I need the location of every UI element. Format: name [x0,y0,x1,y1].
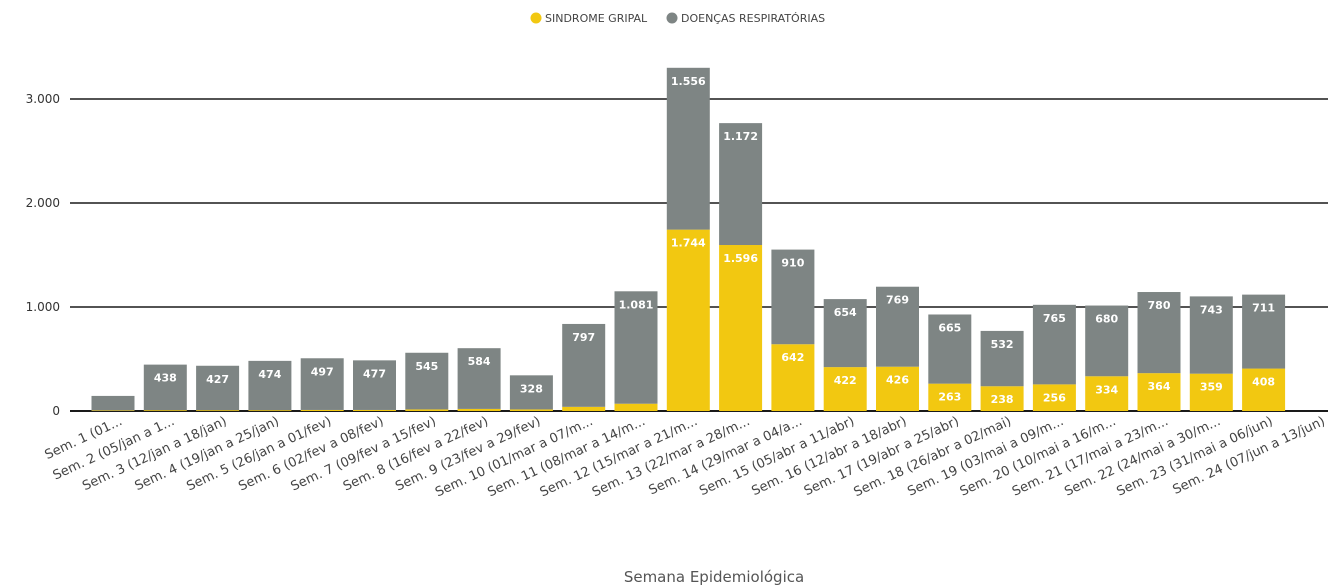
data-label-doencas-respiratorias: 532 [991,338,1014,351]
legend-label-doencas-respiratorias[interactable]: DOENÇAS RESPIRATÓRIAS [681,12,825,25]
bar-segment-sindrome-gripal[interactable] [614,403,658,411]
bar-segment-doencas-respiratorias[interactable] [509,375,553,410]
data-label-doencas-respiratorias: 797 [572,331,595,344]
bar-segment-sindrome-gripal[interactable] [876,366,919,411]
bar-segment-doencas-respiratorias[interactable] [719,123,763,246]
data-label-doencas-respiratorias: 328 [520,382,543,395]
bar-segment-sindrome-gripal[interactable] [823,367,867,411]
data-label-sindrome-gripal: 422 [834,374,857,387]
bar-segment-doencas-respiratorias[interactable] [353,360,396,410]
bar-segment-doencas-respiratorias[interactable] [1085,305,1129,377]
bar-segment-doencas-respiratorias[interactable] [196,365,240,411]
bar-segment-sindrome-gripal[interactable] [248,410,292,411]
data-label-doencas-respiratorias: 780 [1148,299,1171,312]
y-tick-label: 0 [52,404,60,418]
legend-marker-sindrome-gripal [530,12,542,24]
data-label-doencas-respiratorias: 654 [834,306,857,319]
data-label-doencas-respiratorias: 680 [1095,313,1118,326]
bar-segment-sindrome-gripal[interactable] [143,410,187,411]
bar-segment-sindrome-gripal[interactable] [405,409,449,411]
data-label-doencas-respiratorias: 545 [415,360,438,373]
y-tick-label: 2.000 [26,196,60,210]
data-label-sindrome-gripal: 408 [1252,376,1275,389]
bar-segment-sindrome-gripal[interactable] [771,344,815,411]
bar-segment-sindrome-gripal[interactable] [91,410,135,411]
x-axis-title: Semana Epidemiológica [624,568,804,586]
bar-segment-doencas-respiratorias[interactable] [457,348,501,409]
bar-segment-doencas-respiratorias[interactable] [1137,292,1181,374]
data-label-doencas-respiratorias: 477 [363,367,386,380]
y-axis-ticks: 0 1.000 2.000 3.000 [26,92,60,418]
bar-segment-sindrome-gripal[interactable] [300,409,344,411]
bar-segment-doencas-respiratorias[interactable] [405,352,449,410]
data-label-doencas-respiratorias: 427 [206,373,229,386]
data-label-doencas-respiratorias: 1.556 [671,75,706,88]
data-label-doencas-respiratorias: 769 [886,294,909,307]
legend: SINDROME GRIPAL DOENÇAS RESPIRATÓRIAS [530,12,825,25]
data-label-doencas-respiratorias: 665 [938,321,961,334]
y-tick-label: 1.000 [26,300,60,314]
bar-segment-doencas-respiratorias[interactable] [1242,294,1286,369]
bar-segment-doencas-respiratorias[interactable] [91,395,135,411]
bar-segment-sindrome-gripal[interactable] [1137,373,1181,411]
data-label-doencas-respiratorias: 474 [258,368,281,381]
bar-segment-doencas-respiratorias[interactable] [666,67,710,230]
bar-segment-doencas-respiratorias[interactable] [980,330,1024,387]
data-label-doencas-respiratorias: 711 [1252,302,1275,315]
bar-segment-doencas-respiratorias[interactable] [143,364,187,411]
bar-segment-sindrome-gripal[interactable] [353,409,396,411]
bar-segment-sindrome-gripal[interactable] [980,386,1024,411]
bar-segment-sindrome-gripal[interactable] [719,245,763,411]
bar-segment-doencas-respiratorias[interactable] [562,323,606,407]
bar-segment-doencas-respiratorias[interactable] [300,358,344,410]
bar-segment-doencas-respiratorias[interactable] [771,249,815,345]
bar-segment-doencas-respiratorias[interactable] [614,291,658,404]
data-label-sindrome-gripal: 426 [886,374,909,387]
bar-segment-doencas-respiratorias[interactable] [876,286,919,367]
data-label-sindrome-gripal: 1.744 [671,237,706,250]
data-label-doencas-respiratorias: 438 [154,372,177,385]
bar-segment-sindrome-gripal[interactable] [928,383,972,411]
data-label-sindrome-gripal: 359 [1200,381,1223,394]
data-label-sindrome-gripal: 263 [938,391,961,404]
bar-segment-sindrome-gripal[interactable] [196,410,240,411]
bar-segment-sindrome-gripal[interactable] [1032,384,1076,411]
bar-segment-doencas-respiratorias[interactable] [1032,304,1076,385]
data-label-sindrome-gripal: 334 [1095,383,1118,396]
data-label-doencas-respiratorias: 584 [468,355,491,368]
data-label-sindrome-gripal: 1.596 [723,252,758,265]
bar-segment-doencas-respiratorias[interactable] [248,360,292,411]
data-label-sindrome-gripal: 642 [781,351,804,364]
data-label-sindrome-gripal: 364 [1148,380,1171,393]
bar-segment-doencas-respiratorias[interactable] [823,299,867,368]
bars: 438 427 474 497 477 545 584 328 797 1.081 1.556 1.7… [91,67,1286,411]
data-label-doencas-respiratorias: 1.172 [723,130,758,143]
data-label-doencas-respiratorias: 497 [311,365,334,378]
data-label-doencas-respiratorias: 765 [1043,312,1066,325]
bar-segment-sindrome-gripal[interactable] [1242,368,1286,411]
data-label-sindrome-gripal: 256 [1043,391,1066,404]
bar-segment-sindrome-gripal[interactable] [1085,376,1129,411]
x-axis-ticks: Sem. 1 (01...Sem. 2 (05/jan a 1...Sem. 3… [43,414,1328,500]
bar-segment-sindrome-gripal[interactable] [457,408,501,411]
data-label-doencas-respiratorias: 910 [781,257,804,270]
data-label-doencas-respiratorias: 743 [1200,303,1223,316]
legend-label-sindrome-gripal[interactable]: SINDROME GRIPAL [545,12,648,25]
bar-segment-doencas-respiratorias[interactable] [928,314,972,384]
bar-segment-doencas-respiratorias[interactable] [1189,296,1233,374]
data-label-doencas-respiratorias: 1.081 [619,298,654,311]
bar-segment-sindrome-gripal[interactable] [562,406,606,411]
legend-marker-doencas-respiratorias [666,12,678,24]
bar-segment-sindrome-gripal[interactable] [666,229,710,411]
bar-segment-sindrome-gripal[interactable] [1189,373,1233,411]
y-tick-label: 3.000 [26,92,60,106]
bar-segment-sindrome-gripal[interactable] [509,409,553,411]
data-label-sindrome-gripal: 238 [991,393,1014,406]
